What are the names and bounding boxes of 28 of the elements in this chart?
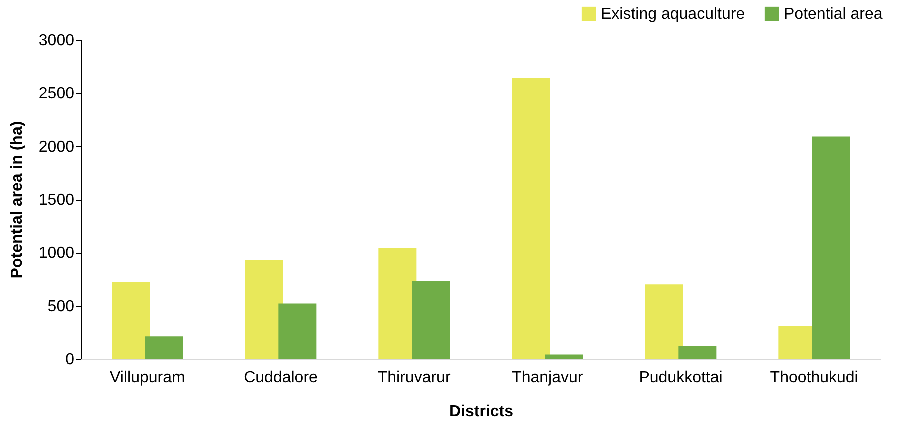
x-tick-label: Cuddalore (244, 370, 318, 386)
bar (545, 354, 584, 359)
x-tick-label: Thoothukudi (770, 370, 858, 386)
y-tick-label: 0 (66, 352, 75, 368)
bar (812, 136, 850, 359)
y-tick-label: 2500 (38, 86, 75, 103)
y-tick-label: 1000 (38, 245, 75, 262)
bar (512, 78, 550, 359)
bar (278, 304, 317, 359)
legend-label: Existing aquaculture (601, 6, 746, 23)
bar (645, 284, 684, 359)
y-tick-label: 1500 (38, 192, 75, 209)
bar (112, 282, 150, 359)
y-tick-label: 500 (48, 298, 75, 316)
x-axis-title: Districts (449, 404, 514, 420)
bar (378, 248, 417, 359)
y-tick-label: 3000 (38, 32, 75, 50)
bar (245, 260, 284, 359)
x-tick-label: Villupuram (110, 370, 186, 386)
x-tick-label: Thanjavur (512, 370, 584, 386)
x-tick-label: Thiruvarur (378, 370, 452, 386)
bar (145, 336, 184, 359)
legend-label: Potential area (784, 6, 883, 23)
bar (412, 281, 450, 359)
x-tick-label: Pudukkottai (639, 370, 723, 386)
y-tick-label: 2000 (38, 138, 75, 156)
bar (678, 346, 717, 359)
y-axis-title: Potential area in (ha) (8, 121, 26, 279)
